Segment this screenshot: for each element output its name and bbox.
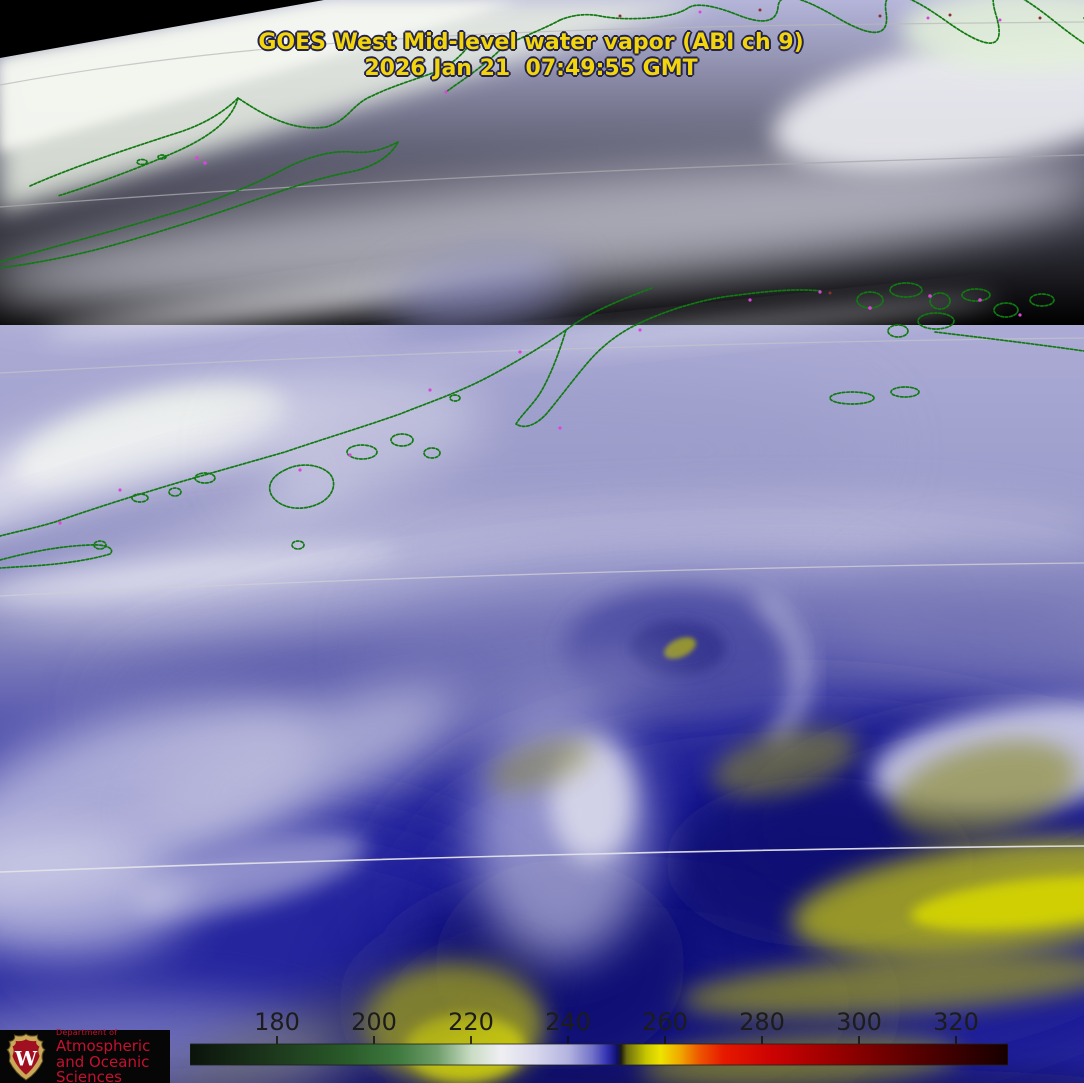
latitude-line-4 xyxy=(0,845,1084,873)
colorbar-tick-label: 320 xyxy=(933,1008,979,1036)
coastline-lower-lobe xyxy=(0,141,399,269)
coastlines xyxy=(0,0,1084,569)
colorbar-gradient xyxy=(190,1036,1008,1066)
svg-text:W: W xyxy=(14,1046,38,1070)
coastline-cook-inlet xyxy=(515,321,643,428)
moisture-field xyxy=(0,0,1084,633)
latitude-line-2 xyxy=(0,337,1084,374)
aos-logo: W Department of Atmospheric and Oceanic … xyxy=(0,1027,170,1083)
coastline-accent-dots xyxy=(58,10,1022,525)
colorbar-tick-label: 260 xyxy=(642,1008,688,1036)
logo-oceanic-sciences: and Oceanic Sciences xyxy=(56,1052,150,1083)
temperature-colorbar: 180 200 220 240 260 280 300 320 xyxy=(190,1008,1008,1066)
colorbar-tick-label: 240 xyxy=(545,1008,591,1036)
coastline-aleutians xyxy=(0,487,182,569)
colorbar-tick-label: 200 xyxy=(351,1008,397,1036)
colorbar-tick-label: 280 xyxy=(739,1008,785,1036)
space-background xyxy=(0,0,324,58)
graticule-lines xyxy=(0,21,1084,873)
coastline-red-dots xyxy=(618,8,1042,295)
colorbar-tick-label: 300 xyxy=(836,1008,882,1036)
coastline-chukotka xyxy=(29,43,471,187)
coastline-arctic xyxy=(559,0,1084,45)
aos-logo-text: Department of Atmospheric and Oceanic Sc… xyxy=(56,1027,170,1083)
vortex-eye xyxy=(664,637,696,659)
coastline-alaska-south xyxy=(0,287,653,537)
colorbar-tick-label: 180 xyxy=(254,1008,300,1036)
latitude-line-1 xyxy=(0,154,1084,208)
logo-department-of: Department of xyxy=(56,1027,118,1037)
storm-vortex xyxy=(442,588,810,748)
colorbar-tick-label: 220 xyxy=(448,1008,494,1036)
coastline-kodiak xyxy=(268,464,335,509)
coastline-pws-islands xyxy=(829,282,1055,405)
colorbar-tick-marks xyxy=(276,1036,957,1044)
uw-crest-icon: W xyxy=(6,1032,46,1081)
logo-atmospheric: Atmospheric xyxy=(56,1036,151,1055)
latitude-line-3 xyxy=(0,562,1084,597)
